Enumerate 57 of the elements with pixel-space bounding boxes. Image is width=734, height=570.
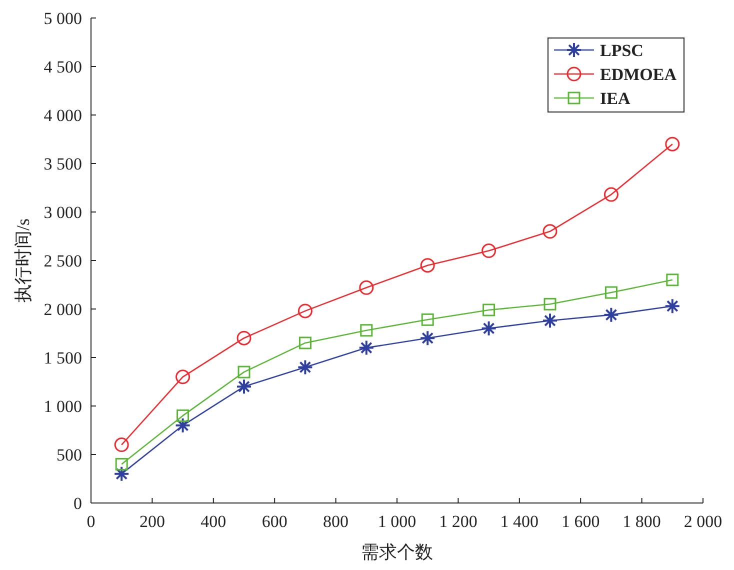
x-tick-label: 200 — [139, 512, 165, 531]
point — [420, 258, 435, 273]
point — [542, 312, 558, 329]
y-tick-label: 0 — [74, 494, 82, 513]
x-tick-label: 1 800 — [622, 512, 661, 531]
point — [115, 458, 128, 470]
x-tick-label: 1 200 — [439, 512, 478, 531]
point — [664, 298, 680, 314]
y-tick-label: 4 500 — [44, 58, 82, 76]
x-tick-label: 1 600 — [561, 512, 600, 531]
y-tick-label: 2 500 — [44, 252, 82, 270]
point — [604, 187, 618, 202]
y-tick-label: 3 000 — [44, 203, 82, 222]
legend-label: LPSC — [600, 41, 644, 60]
point — [542, 224, 558, 239]
x-axis-title: 需求个数 — [361, 542, 433, 562]
point — [360, 324, 373, 337]
point — [236, 330, 252, 346]
point — [420, 330, 436, 346]
point — [114, 438, 129, 452]
y-tick-label: 5 000 — [44, 9, 82, 28]
point — [480, 320, 497, 336]
point — [298, 336, 312, 350]
x-tick-label: 2 000 — [684, 512, 722, 531]
y-tick-label: 4 000 — [44, 106, 82, 125]
point — [359, 280, 374, 295]
x-tick-label: 1 400 — [500, 512, 539, 531]
point — [544, 298, 556, 310]
point — [603, 306, 620, 323]
point — [604, 286, 618, 299]
y-tick-label: 3 500 — [44, 154, 82, 174]
point — [482, 304, 496, 316]
y-tick-label: 1 500 — [44, 348, 82, 368]
point — [297, 359, 314, 376]
point — [482, 244, 496, 258]
x-tick-label: 1 000 — [378, 512, 416, 531]
point — [298, 304, 312, 318]
y-axis-title: 执行时间/s — [13, 218, 33, 303]
point — [238, 366, 250, 378]
point — [666, 274, 679, 286]
x-tick-label: 800 — [323, 512, 349, 531]
point — [421, 313, 434, 326]
legend-label: IEA — [600, 89, 631, 108]
x-tick-label: 600 — [262, 512, 288, 531]
legend-label: EDMOEA — [600, 65, 678, 84]
point — [176, 370, 190, 384]
point — [236, 378, 252, 395]
point — [176, 409, 190, 422]
point — [665, 136, 680, 152]
y-tick-label: 500 — [56, 446, 82, 464]
point — [114, 466, 130, 482]
x-tick-label: 400 — [200, 512, 226, 531]
point — [174, 417, 191, 434]
y-tick-label: 2 000 — [44, 300, 82, 319]
y-tick-label: 1 000 — [44, 397, 82, 416]
x-tick-label: 0 — [86, 512, 96, 531]
point — [358, 340, 374, 356]
